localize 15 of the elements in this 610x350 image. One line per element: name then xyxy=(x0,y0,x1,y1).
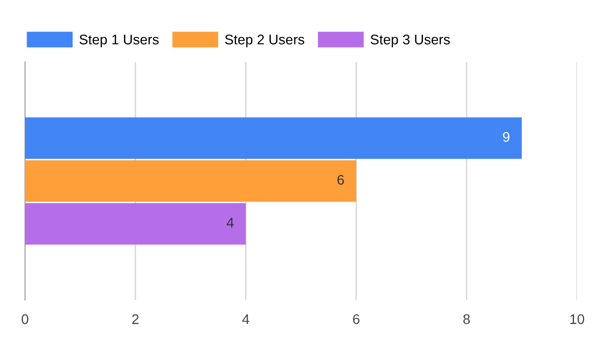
data-label: 4 xyxy=(226,218,234,228)
bar xyxy=(25,160,356,202)
x-tick-label: 8 xyxy=(463,314,470,324)
x-tick-label: 4 xyxy=(242,314,250,324)
legend-label: Step 2 Users xyxy=(225,34,304,48)
legend-label: Step 3 Users xyxy=(370,34,450,48)
legend-label: Step 1 Users xyxy=(80,34,159,48)
x-tick-label: 10 xyxy=(570,314,584,324)
bar xyxy=(25,117,522,159)
x-tick-label: 6 xyxy=(353,314,360,324)
x-tick-label: 2 xyxy=(132,314,139,324)
data-label: 9 xyxy=(503,132,510,142)
bar xyxy=(25,203,246,245)
x-tick-label: 0 xyxy=(22,314,28,324)
data-label: 6 xyxy=(337,174,344,185)
